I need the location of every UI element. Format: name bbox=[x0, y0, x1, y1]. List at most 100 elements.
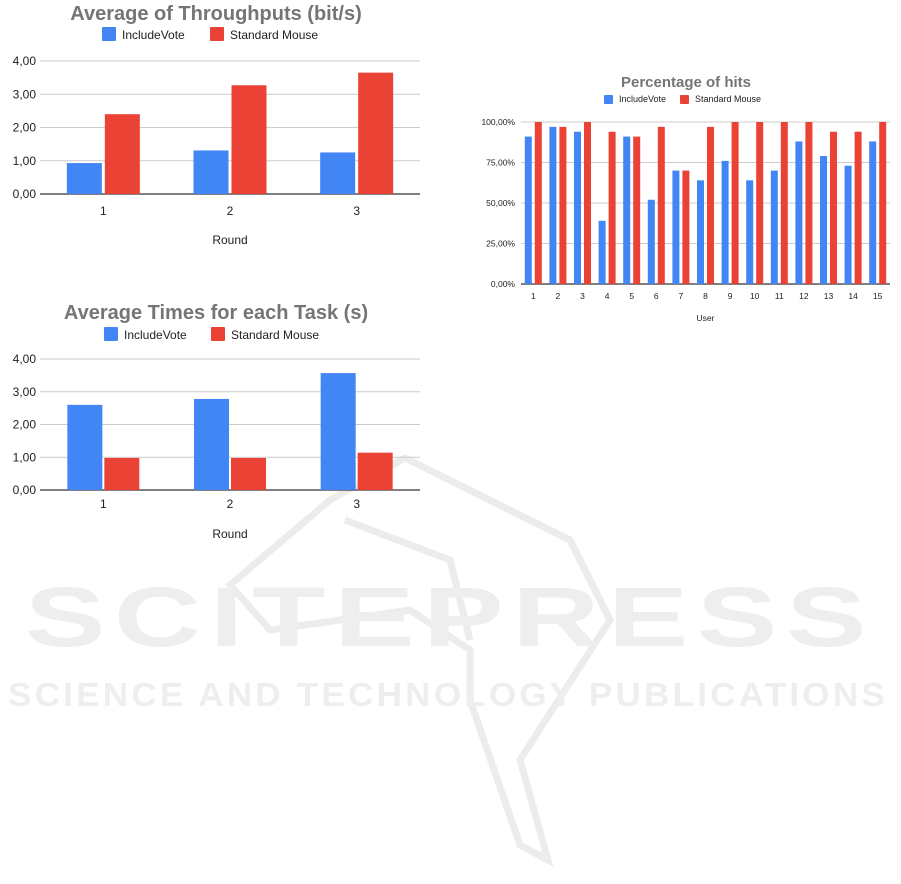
hits-bar-standard-mouse-3 bbox=[584, 122, 591, 284]
hits-x-tick-label-4: 4 bbox=[605, 291, 610, 301]
times-chart-svg: Average Times for each Task (s) IncludeVo… bbox=[13, 302, 420, 541]
throughput-chart-title: Average of Throughputs (bit/s) bbox=[70, 3, 361, 25]
hits-bar-includevote-8 bbox=[697, 180, 704, 284]
times-x-tick-label-3: 3 bbox=[353, 497, 360, 511]
throughput-bar-includevote-3 bbox=[320, 152, 356, 194]
hits-x-tick-label-2: 2 bbox=[556, 291, 561, 301]
times-y-tick-label-3: 3,00 bbox=[13, 385, 37, 399]
throughput-y-tick-label-0: 0,00 bbox=[13, 187, 37, 201]
watermark-tagline: SCIENCE AND TECHNOLOGY PUBLICATIONS bbox=[8, 676, 888, 713]
throughput-legend-label-2: Standard Mouse bbox=[230, 28, 318, 42]
hits-bar-standard-mouse-10 bbox=[756, 122, 764, 284]
watermark-brand: SCITEPRESS bbox=[25, 570, 875, 664]
hits-legend-swatch-2 bbox=[680, 95, 689, 104]
hits-x-tick-label-3: 3 bbox=[580, 291, 585, 301]
hits-bar-includevote-5 bbox=[623, 136, 631, 284]
times-bar-standard-mouse-3 bbox=[357, 452, 393, 490]
hits-bar-standard-mouse-13 bbox=[830, 131, 837, 284]
hits-x-tick-label-9: 9 bbox=[728, 291, 733, 301]
hits-bar-standard-mouse-2 bbox=[559, 126, 567, 284]
throughput-bar-standard-mouse-1 bbox=[104, 114, 140, 194]
hits-bar-includevote-3 bbox=[574, 131, 581, 284]
times-legend-label-2: Standard Mouse bbox=[231, 328, 319, 342]
hits-x-tick-label-14: 14 bbox=[848, 291, 858, 301]
throughput-y-tick-label-3: 3,00 bbox=[13, 87, 37, 101]
throughput-y-tick-label-1: 1,00 bbox=[13, 154, 37, 168]
hits-bar-standard-mouse-7 bbox=[682, 170, 690, 284]
hits-bar-includevote-11 bbox=[770, 170, 778, 284]
throughput-bar-standard-mouse-2 bbox=[231, 85, 267, 194]
hits-bar-standard-mouse-8 bbox=[707, 126, 714, 284]
throughput-x-tick-label-3: 3 bbox=[353, 204, 360, 218]
times-chart: Average Times for each Task (s) IncludeVo… bbox=[0, 296, 430, 551]
times-y-tick-label-0: 0,00 bbox=[13, 483, 37, 497]
times-x-tick-label-2: 2 bbox=[227, 497, 234, 511]
hits-x-tick-label-15: 15 bbox=[873, 291, 883, 301]
hits-x-tick-label-5: 5 bbox=[629, 291, 634, 301]
throughput-legend-swatch-2 bbox=[210, 27, 224, 41]
hits-bar-includevote-12 bbox=[795, 141, 803, 284]
hits-y-tick-label-0: 0,00% bbox=[491, 279, 516, 289]
hits-bar-standard-mouse-15 bbox=[879, 122, 887, 284]
hits-bar-includevote-1 bbox=[524, 136, 532, 284]
hits-bar-standard-mouse-5 bbox=[633, 136, 641, 284]
hits-x-tick-label-1: 1 bbox=[531, 291, 536, 301]
throughput-x-axis-label: Round bbox=[212, 233, 247, 247]
times-bar-includevote-3 bbox=[320, 373, 356, 490]
throughput-y-tick-label-2: 2,00 bbox=[13, 121, 37, 135]
hits-bar-includevote-15 bbox=[869, 141, 877, 284]
hits-y-tick-label-2: 50,00% bbox=[486, 198, 515, 208]
times-x-tick-label-1: 1 bbox=[100, 497, 107, 511]
hits-y-tick-label-3: 75,00% bbox=[486, 157, 515, 167]
throughput-bar-standard-mouse-3 bbox=[358, 72, 394, 194]
times-y-tick-label-1: 1,00 bbox=[13, 450, 37, 464]
hits-bar-standard-mouse-9 bbox=[731, 122, 739, 284]
times-legend-swatch-2 bbox=[211, 327, 225, 341]
hits-bar-standard-mouse-11 bbox=[780, 122, 788, 284]
times-legend-label-1: IncludeVote bbox=[124, 328, 187, 342]
hits-bar-includevote-6 bbox=[647, 199, 655, 284]
throughput-y-tick-label-4: 4,00 bbox=[13, 54, 37, 68]
hits-y-tick-label-4: 100,00% bbox=[481, 117, 515, 127]
throughput-x-tick-label-1: 1 bbox=[100, 204, 107, 218]
times-bar-includevote-2 bbox=[194, 398, 229, 490]
hits-bar-includevote-4 bbox=[598, 220, 606, 284]
hits-chart-svg: Percentage of hits IncludeVote Standard Mo… bbox=[481, 74, 890, 323]
hits-x-tick-label-13: 13 bbox=[824, 291, 834, 301]
hits-legend-swatch-1 bbox=[604, 95, 613, 104]
times-chart-title: Average Times for each Task (s) bbox=[64, 302, 368, 324]
hits-bar-standard-mouse-1 bbox=[534, 122, 542, 284]
hits-x-tick-label-11: 11 bbox=[775, 291, 784, 301]
hits-x-tick-label-8: 8 bbox=[703, 291, 708, 301]
times-bar-standard-mouse-1 bbox=[104, 457, 140, 490]
throughput-bar-includevote-2 bbox=[193, 150, 229, 194]
hits-chart-title: Percentage of hits bbox=[621, 74, 751, 91]
times-bar-includevote-1 bbox=[67, 404, 103, 490]
hits-x-tick-label-10: 10 bbox=[750, 291, 760, 301]
hits-chart: Percentage of hits IncludeVote Standard Mo… bbox=[462, 68, 894, 330]
hits-bar-includevote-14 bbox=[844, 165, 852, 284]
hits-x-tick-label-6: 6 bbox=[654, 291, 659, 301]
hits-x-axis-label: User bbox=[697, 313, 715, 323]
hits-x-tick-label-12: 12 bbox=[799, 291, 809, 301]
times-y-tick-label-2: 2,00 bbox=[13, 418, 37, 432]
times-y-tick-label-4: 4,00 bbox=[13, 352, 37, 366]
times-legend-swatch-1 bbox=[104, 327, 118, 341]
throughput-bar-includevote-1 bbox=[66, 163, 102, 194]
hits-legend-label-1: IncludeVote bbox=[619, 94, 666, 104]
throughput-chart-svg: Average of Throughputs (bit/s) IncludeVot… bbox=[13, 3, 420, 247]
throughput-chart: Average of Throughputs (bit/s) IncludeVot… bbox=[0, 0, 430, 255]
hits-bar-includevote-7 bbox=[672, 170, 680, 284]
times-x-axis-label: Round bbox=[212, 527, 247, 541]
times-bar-standard-mouse-2 bbox=[231, 457, 266, 490]
hits-bar-includevote-13 bbox=[820, 156, 827, 284]
hits-legend-label-2: Standard Mouse bbox=[695, 94, 761, 104]
hits-bar-includevote-9 bbox=[721, 160, 729, 284]
throughput-x-tick-label-2: 2 bbox=[227, 204, 234, 218]
throughput-legend-label-1: IncludeVote bbox=[122, 28, 185, 42]
hits-bar-standard-mouse-4 bbox=[608, 131, 616, 284]
hits-bar-includevote-2 bbox=[549, 126, 557, 284]
hits-bar-standard-mouse-6 bbox=[657, 126, 665, 284]
throughput-legend-swatch-1 bbox=[102, 27, 116, 41]
hits-bar-standard-mouse-12 bbox=[805, 122, 813, 284]
